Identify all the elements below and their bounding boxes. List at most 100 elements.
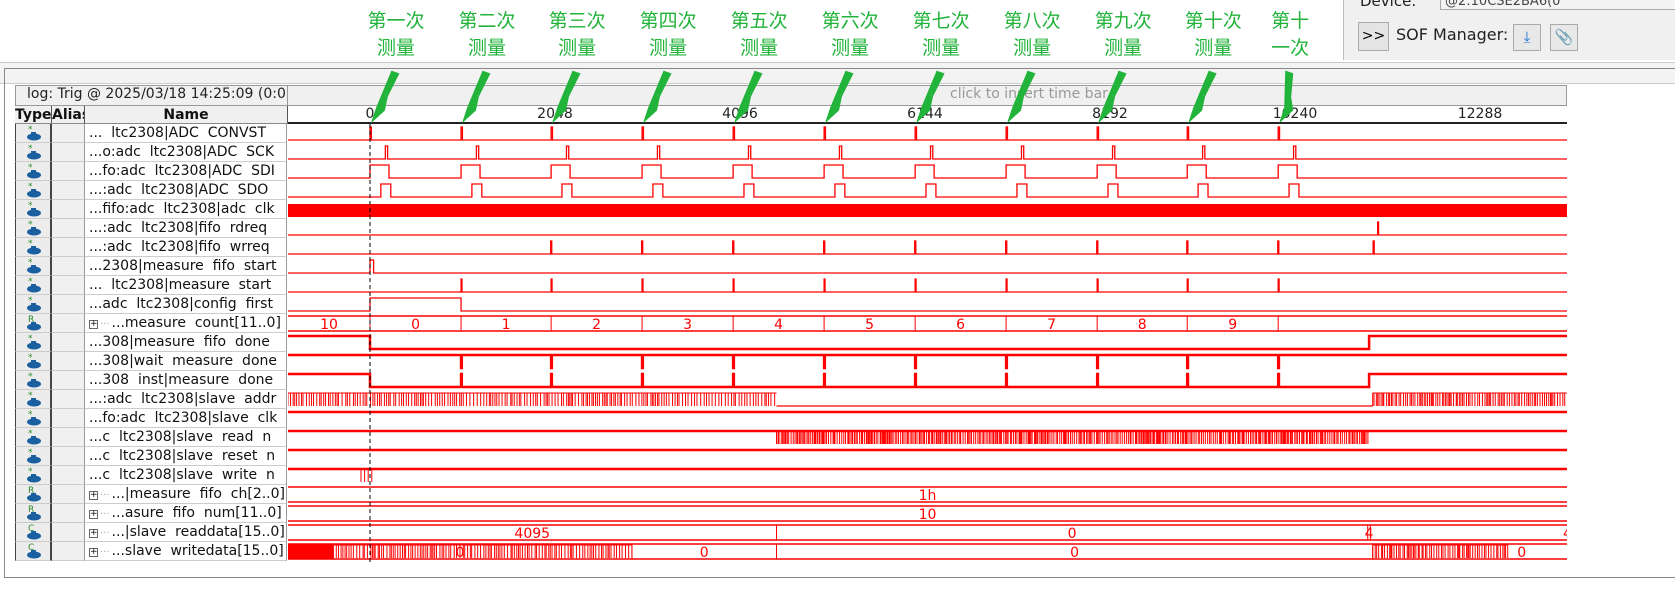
svg-text:*: * <box>28 296 33 306</box>
time-ruler[interactable]: 0 2048 4096 6144 8192 10240 12288 <box>288 106 1567 124</box>
svg-text:R: R <box>28 315 34 325</box>
alias-cell[interactable] <box>52 485 85 504</box>
expand-bus-icon[interactable]: + <box>89 547 98 557</box>
annotation-line1: 第七次 <box>912 10 970 32</box>
signal-name-row[interactable]: + ··· ...|slave readdata[15..0] <box>85 523 287 542</box>
signal-name-row[interactable]: ...2308|measure fifo start <box>85 257 287 276</box>
tree-line-icon: ··· <box>100 509 110 520</box>
signal-name-row[interactable]: ... ltc2308|ADC CONVST <box>85 124 287 143</box>
annotation-label: 第五次 测量 <box>727 8 791 62</box>
signal-name-row[interactable]: + ··· ...|measure fifo ch[2..0] <box>85 485 287 504</box>
insert-time-bar-hint[interactable]: click to insert time bar <box>950 86 1108 102</box>
expand-bus-icon[interactable]: + <box>89 319 98 329</box>
waveform-panel <box>4 68 1675 578</box>
program-device-icon[interactable]: ⤓ <box>1513 24 1541 51</box>
signal-name-row[interactable]: ...308 inst|measure done <box>85 371 287 390</box>
alias-cell[interactable] <box>52 143 85 162</box>
signal-node-icon: * <box>15 143 52 162</box>
signal-name-row[interactable]: ...c ltc2308|slave write n <box>85 466 287 485</box>
device-label: Device: <box>1360 0 1417 10</box>
wave-adc-clk <box>288 204 1567 217</box>
signal-name: ...308 inst|measure done <box>89 372 274 388</box>
alias-cell[interactable] <box>52 352 85 371</box>
alias-cell[interactable] <box>52 390 85 409</box>
alias-cell[interactable] <box>52 238 85 257</box>
expand-bus-icon[interactable]: + <box>89 490 98 500</box>
expand-bus-icon[interactable]: + <box>89 509 98 519</box>
signal-name: ...c ltc2308|slave read n <box>89 429 272 445</box>
annotation-label: 第六次 测量 <box>818 8 882 62</box>
log-trigger-text: log: Trig @ 2025/03/18 14:25:09 (0:0 <box>27 86 285 102</box>
bus-value-label: 0 <box>1517 545 1526 561</box>
signal-name: ...308|measure fifo done <box>89 334 270 350</box>
alias-cell[interactable] <box>52 162 85 181</box>
signal-name-row[interactable]: ...c ltc2308|slave reset n <box>85 447 287 466</box>
alias-cell[interactable] <box>52 523 85 542</box>
bus-value-label: 0 <box>456 545 465 561</box>
alias-cell[interactable] <box>52 428 85 447</box>
signal-name-row[interactable]: ...:adc ltc2308|ADC SDO <box>85 181 287 200</box>
svg-text:C: C <box>28 543 34 553</box>
expand-bus-icon[interactable]: + <box>89 528 98 538</box>
alias-cell[interactable] <box>52 314 85 333</box>
alias-cell[interactable] <box>52 542 85 561</box>
svg-text:*: * <box>28 372 33 382</box>
signal-name-row[interactable]: + ··· ...slave writedata[15..0] <box>85 542 287 561</box>
annotation-line2: 测量 <box>649 37 688 59</box>
signal-name-row[interactable]: ...:adc ltc2308|slave addr <box>85 390 287 409</box>
alias-cell[interactable] <box>52 295 85 314</box>
alias-cell[interactable] <box>52 409 85 428</box>
paperclip-icon[interactable]: 📎 <box>1550 24 1578 51</box>
signal-name-row[interactable]: ... ltc2308|measure start <box>85 276 287 295</box>
signal-name-row[interactable]: + ··· ...measure count[11..0] <box>85 314 287 333</box>
bus-value-label: 0 <box>700 545 709 561</box>
bus-value-label: 2 <box>592 317 601 333</box>
signal-name: ...|slave readdata[15..0] <box>111 524 285 540</box>
signal-node-icon: * <box>15 162 52 181</box>
annotation-label: 第十 一次 <box>1258 8 1322 62</box>
waveform-display[interactable]: 10 0 1 2 3 4 5 6 7 8 9 1h 10 4095 0 4 4 0 0 0 0 <box>288 124 1567 564</box>
bus-value-label: 4095 <box>514 526 550 542</box>
alias-cell[interactable] <box>52 466 85 485</box>
signal-name-row[interactable]: ...fifo:adc ltc2308|adc clk <box>85 200 287 219</box>
bus-value-label: 4 <box>1365 526 1374 542</box>
signal-name-row[interactable]: ...c ltc2308|slave read n <box>85 428 287 447</box>
signal-name-row[interactable]: ...o:adc ltc2308|ADC SCK <box>85 143 287 162</box>
alias-cell[interactable] <box>52 276 85 295</box>
expand-button[interactable]: >> <box>1358 22 1389 51</box>
svg-text:*: * <box>28 448 33 458</box>
signal-name-row[interactable]: ...308|measure fifo done <box>85 333 287 352</box>
alias-cell[interactable] <box>52 124 85 143</box>
signal-name: ... ltc2308|ADC CONVST <box>89 125 266 141</box>
column-header-name[interactable]: Name <box>85 106 288 124</box>
signal-name-row[interactable]: + ··· ...asure fifo num[11..0] <box>85 504 287 523</box>
alias-cell[interactable] <box>52 181 85 200</box>
bus-value-label: 1 <box>502 317 511 333</box>
signal-name-row[interactable]: ...fo:adc ltc2308|ADC SDI <box>85 162 287 181</box>
wave-adc-sdi <box>288 164 1567 179</box>
device-select[interactable]: @2:10CSE2BA6(0 <box>1440 0 1675 10</box>
alias-cell[interactable] <box>52 333 85 352</box>
column-header-type[interactable]: Type <box>15 106 52 124</box>
tree-line-icon: ··· <box>100 547 110 558</box>
signal-name-row[interactable]: ...:adc ltc2308|fifo wrreq <box>85 238 287 257</box>
wave-slave-addr <box>1372 393 1566 406</box>
alias-cell[interactable] <box>52 200 85 219</box>
signal-name-row[interactable]: ...308|wait measure done <box>85 352 287 371</box>
alias-cell[interactable] <box>52 504 85 523</box>
annotation-line1: 第二次 <box>458 10 516 32</box>
annotation-line2: 测量 <box>740 37 779 59</box>
annotation-label: 第七次 测量 <box>909 8 973 62</box>
alias-cell[interactable] <box>52 257 85 276</box>
signal-name-row[interactable]: ...adc ltc2308|config first <box>85 295 287 314</box>
svg-text:*: * <box>28 220 33 230</box>
annotation-line1: 第四次 <box>639 10 697 32</box>
column-header-alias[interactable]: Alias <box>52 106 85 124</box>
alias-cell[interactable] <box>52 219 85 238</box>
signal-name-row[interactable]: ...fo:adc ltc2308|slave clk <box>85 409 287 428</box>
annotation-line2: 测量 <box>922 37 961 59</box>
alias-cell[interactable] <box>52 371 85 390</box>
signal-name-row[interactable]: ...:adc ltc2308|fifo rdreq <box>85 219 287 238</box>
alias-cell[interactable] <box>52 447 85 466</box>
svg-text:*: * <box>28 125 33 135</box>
